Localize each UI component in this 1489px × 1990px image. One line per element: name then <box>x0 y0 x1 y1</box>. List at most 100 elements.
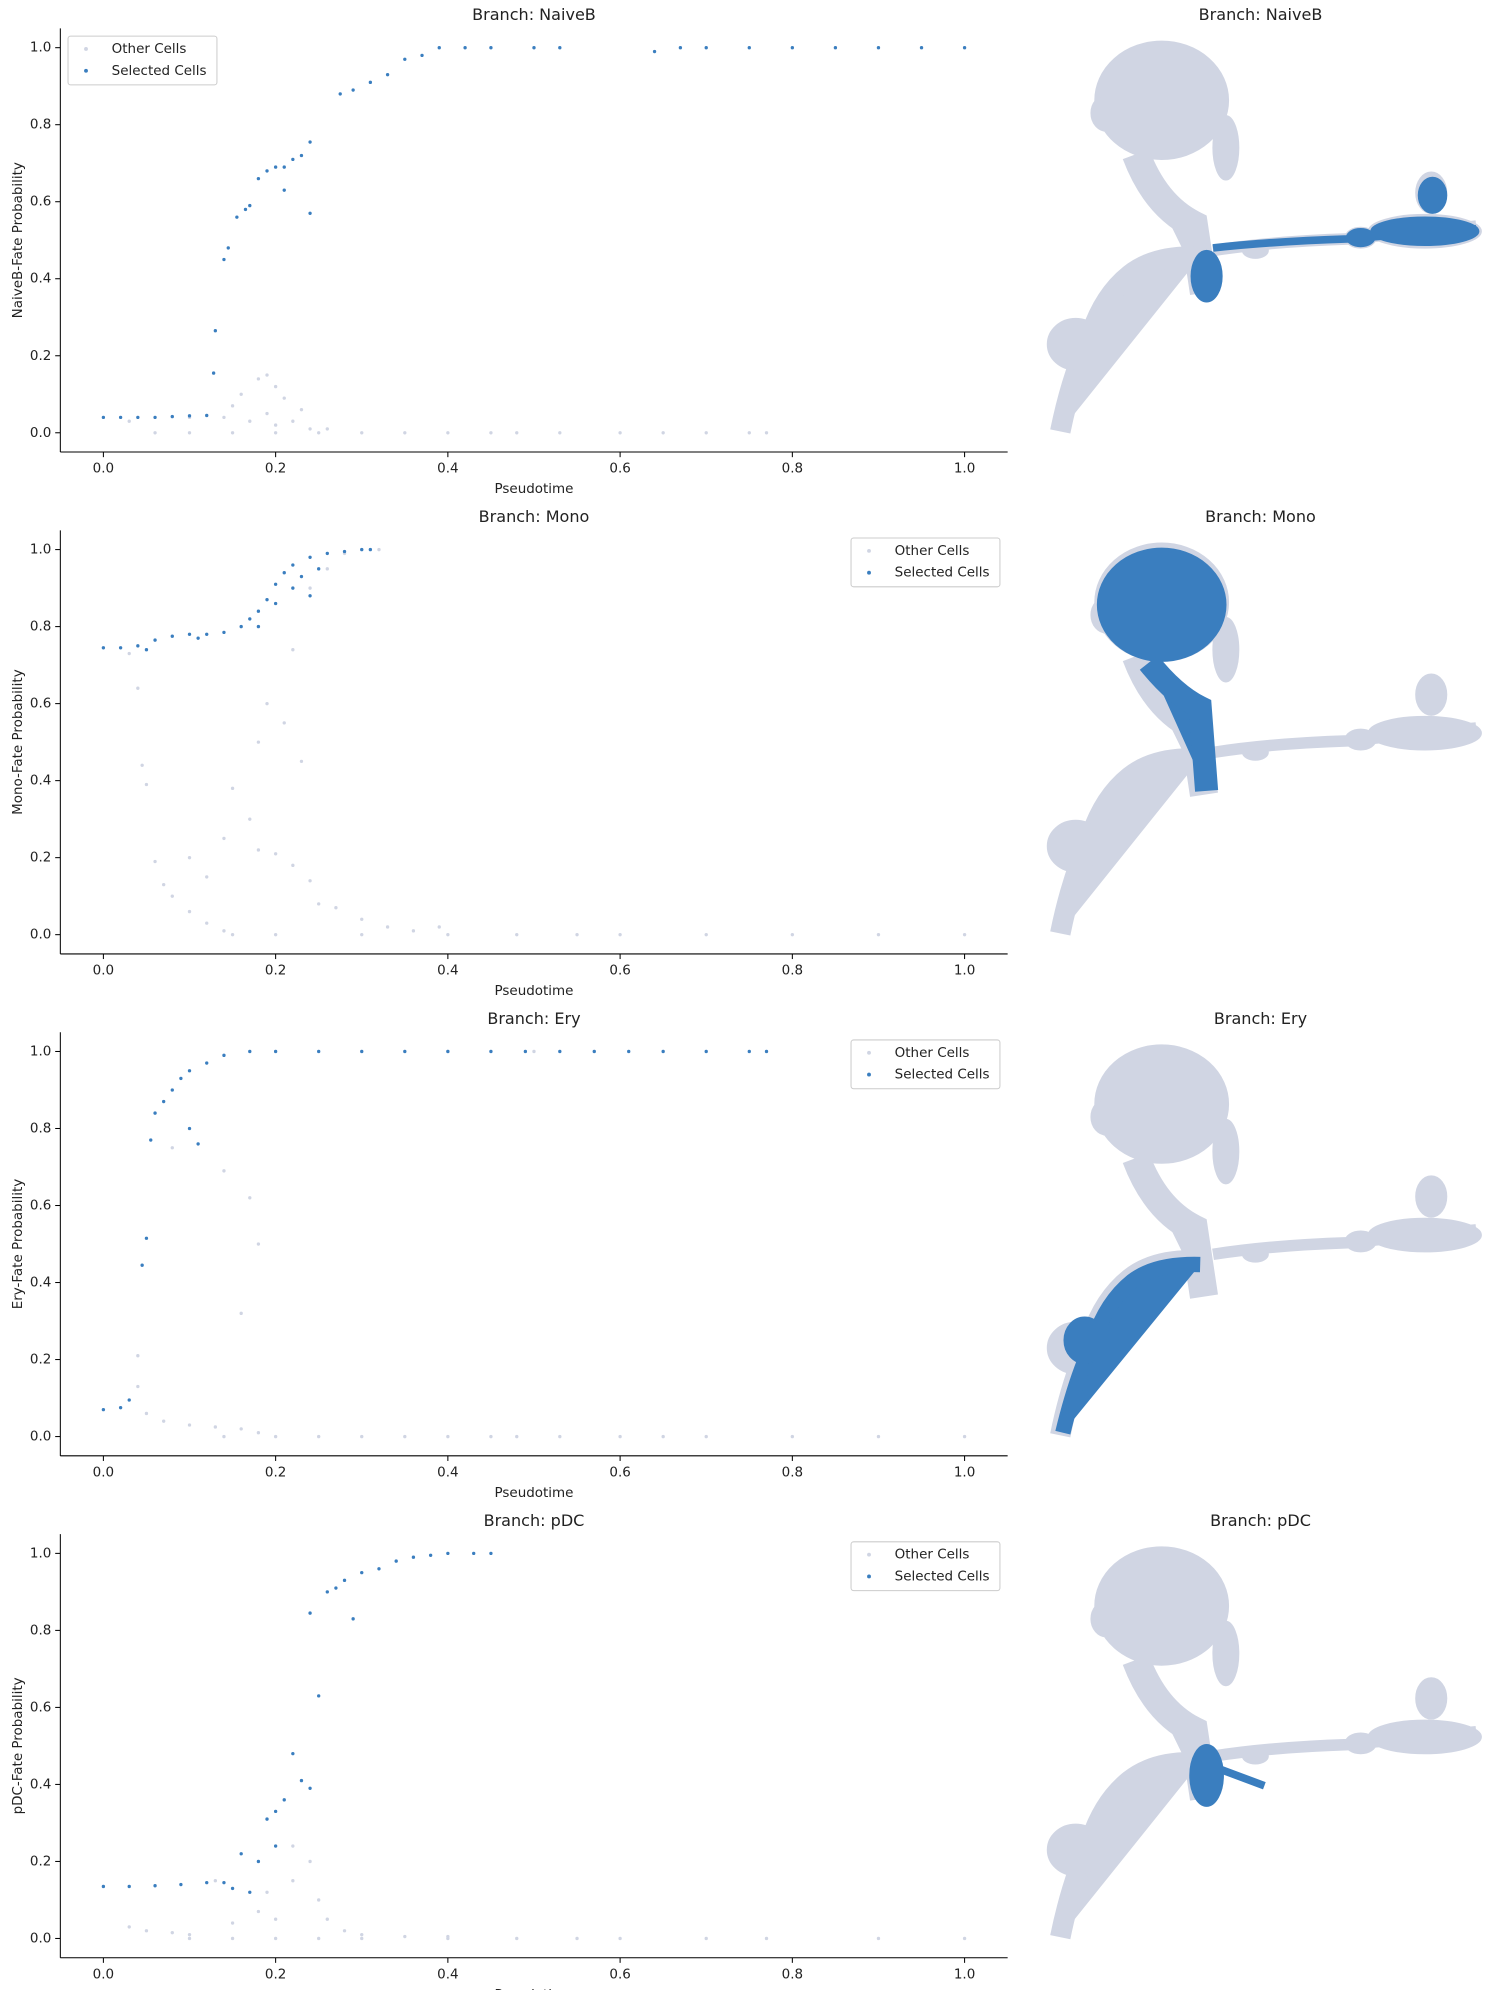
point <box>377 547 381 552</box>
point <box>256 1242 261 1246</box>
point <box>919 46 924 50</box>
point <box>558 1434 562 1439</box>
point <box>118 1406 123 1410</box>
x-tick-label: 0.8 <box>782 1465 803 1481</box>
y-tick-label: 0.0 <box>30 1930 51 1946</box>
point <box>140 1263 144 1267</box>
point <box>144 1929 149 1933</box>
point <box>144 1411 149 1416</box>
point <box>153 431 157 435</box>
point <box>205 1880 209 1885</box>
point <box>308 211 312 215</box>
point <box>256 848 261 852</box>
legend-box <box>67 35 218 86</box>
point <box>325 567 329 571</box>
point <box>403 57 407 61</box>
point <box>627 1049 631 1054</box>
point <box>334 906 338 910</box>
point <box>437 46 441 50</box>
point <box>118 415 123 420</box>
point <box>265 1817 269 1821</box>
panel: Branch: pDC <box>1047 1511 1481 1937</box>
embedding-cells <box>1047 1547 1481 1937</box>
y-tick-label: 0.0 <box>30 927 51 943</box>
x-tick-label: 1.0 <box>954 963 975 979</box>
embedding-cells <box>1047 1045 1481 1435</box>
y-tick-label: 0.6 <box>30 194 51 210</box>
point <box>411 929 416 933</box>
point <box>317 1694 321 1698</box>
point <box>446 431 450 435</box>
point <box>489 1434 493 1439</box>
y-axis-label: Ery-Fate Probability <box>10 1179 26 1309</box>
point <box>101 1407 106 1412</box>
point <box>222 257 226 262</box>
point <box>222 1053 226 1057</box>
point <box>291 1879 295 1883</box>
point <box>962 933 967 937</box>
point <box>489 1551 493 1556</box>
panel: Branch: Ery 0.0 0.2 0.4 0.6 0.8 1.0 0.0 0.2 0.4 0.… <box>10 1009 1008 1501</box>
point <box>515 1936 519 1941</box>
point <box>291 157 295 162</box>
point <box>153 415 157 420</box>
point <box>472 1551 476 1556</box>
point <box>360 1932 364 1937</box>
point <box>764 1936 769 1941</box>
y-tick-label: 0.2 <box>30 850 51 866</box>
point <box>127 1398 131 1402</box>
y-tick-label: 0.8 <box>30 1120 51 1136</box>
point <box>136 415 140 420</box>
x-axis-label: Pseudotime <box>495 1485 574 1501</box>
point <box>222 836 226 841</box>
y-tick-label: 0.4 <box>30 773 51 789</box>
x-tick-label: 0.2 <box>265 1966 286 1982</box>
legend-box <box>850 537 1001 588</box>
point <box>876 1434 881 1439</box>
point <box>317 1049 321 1054</box>
point <box>463 46 467 50</box>
panel: Branch: Mono <box>1047 507 1481 933</box>
point <box>291 586 295 590</box>
x-tick-label: 0.0 <box>93 1465 114 1481</box>
point <box>747 1049 751 1054</box>
point <box>291 863 295 868</box>
point <box>170 414 174 419</box>
panel: Branch: NaiveB <box>1047 5 1481 431</box>
point <box>170 634 174 638</box>
point <box>558 1049 562 1054</box>
point <box>291 419 295 423</box>
point <box>360 547 364 552</box>
point <box>489 431 493 435</box>
x-axis-label: Pseudotime <box>495 1987 574 1990</box>
point <box>360 1434 364 1439</box>
point <box>704 1434 708 1439</box>
point <box>299 574 304 579</box>
y-tick-label: 0.2 <box>30 1352 51 1368</box>
point <box>299 759 304 764</box>
embedding-title: Branch: Ery <box>1214 1009 1308 1028</box>
point <box>308 140 312 144</box>
point <box>618 1434 622 1439</box>
point <box>136 686 140 690</box>
point <box>239 1427 243 1431</box>
legend-label: Selected Cells <box>112 63 207 79</box>
point <box>256 609 261 613</box>
point <box>153 859 157 864</box>
point <box>222 929 226 933</box>
point <box>446 1936 450 1941</box>
point <box>153 638 157 642</box>
point <box>385 72 390 77</box>
point <box>127 1884 131 1889</box>
y-tick-label: 0.8 <box>30 619 51 635</box>
point <box>273 933 278 937</box>
x-tick-label: 0.6 <box>609 1966 630 1982</box>
point <box>187 1069 192 1073</box>
point <box>342 1578 347 1582</box>
point <box>351 1617 355 1621</box>
point <box>222 415 226 420</box>
y-tick-label: 1.0 <box>30 542 51 558</box>
point <box>211 371 216 375</box>
point <box>239 1852 243 1856</box>
